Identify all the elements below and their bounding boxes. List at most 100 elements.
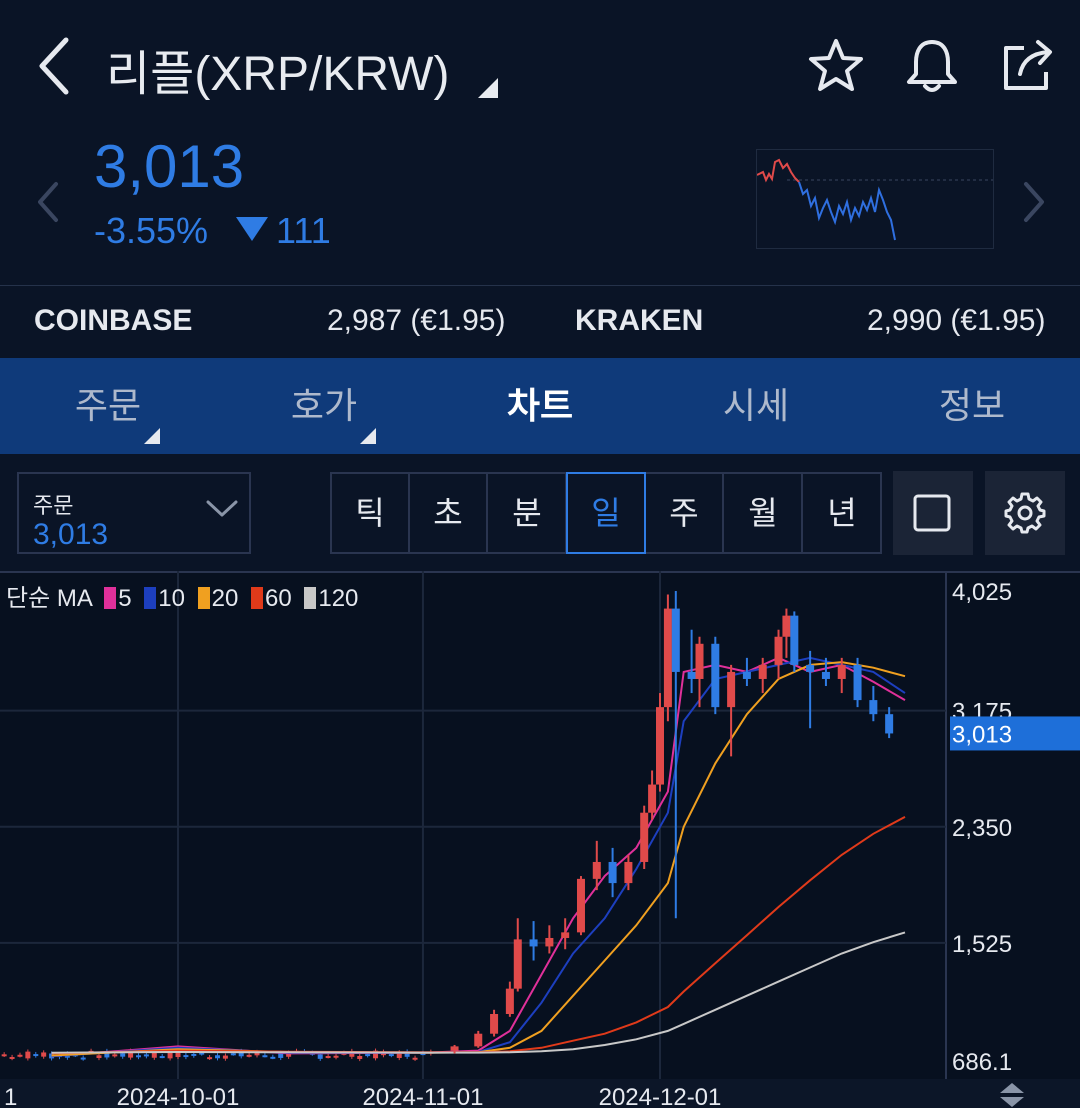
share-icon[interactable] <box>998 36 1058 96</box>
candle-body <box>112 1054 118 1057</box>
candle-body <box>837 664 846 679</box>
tab-orderbook[interactable]: 호가 <box>216 358 432 454</box>
candle-body <box>151 1052 157 1058</box>
back-chevron-icon[interactable] <box>30 32 80 102</box>
period-second[interactable]: 초 <box>410 474 488 552</box>
current-price: 3,013 <box>94 133 245 200</box>
page-title[interactable]: 리플(XRP/KRW) <box>106 48 450 101</box>
x-tick-label: 2024-10-01 <box>117 1084 240 1108</box>
period-week[interactable]: 주 <box>646 474 724 552</box>
mini-intraday-chart[interactable] <box>756 149 994 249</box>
period-year[interactable]: 년 <box>827 495 857 531</box>
candle-body <box>357 1056 363 1059</box>
candle-body <box>790 615 799 665</box>
candle-body <box>727 671 736 708</box>
change-amount-value: 111 <box>276 210 331 251</box>
candle-body <box>671 608 680 672</box>
candle-body <box>191 1053 197 1056</box>
tab-label: 주문 <box>74 385 142 426</box>
ma-legend-prefix: 단순 MA <box>6 585 92 612</box>
down-triangle-icon <box>236 217 268 241</box>
current-price-tag <box>950 716 1080 751</box>
candle-body <box>412 1057 418 1060</box>
ma-swatch <box>304 587 317 609</box>
candle-body <box>325 1056 331 1059</box>
divider <box>0 285 1080 286</box>
y-tick-label: 2,350 <box>952 815 1012 842</box>
tab-market-price[interactable]: 시세 <box>648 358 864 454</box>
candle-body <box>782 615 791 637</box>
bell-icon[interactable] <box>902 36 962 96</box>
main-tabs: 주문 호가 차트 시세 정보 <box>0 358 1080 454</box>
candle-body <box>246 1054 252 1057</box>
next-coin-chevron-icon[interactable] <box>1016 178 1052 226</box>
y-tick-label: 686.1 <box>952 1049 1012 1076</box>
candle-body <box>183 1055 189 1058</box>
ma-period-label: 120 <box>318 585 359 612</box>
candle-body <box>207 1057 213 1060</box>
candle-body <box>774 636 783 665</box>
x-tick-label: 1 <box>4 1084 17 1108</box>
candle-body <box>450 1046 459 1051</box>
fullscreen-button[interactable] <box>893 471 973 555</box>
candle-body <box>159 1056 165 1059</box>
candle-body <box>505 988 514 1014</box>
candle-body <box>230 1053 236 1056</box>
chevron-down-icon <box>205 498 239 520</box>
tab-info[interactable]: 정보 <box>864 358 1080 454</box>
candle-body <box>695 643 704 679</box>
title-dropdown-caret-icon[interactable] <box>478 78 498 98</box>
candle-body <box>199 1052 205 1055</box>
ma-period-label: 5 <box>118 585 132 612</box>
star-icon[interactable] <box>806 36 866 96</box>
candle-body <box>17 1054 23 1057</box>
candle-body <box>869 700 878 715</box>
candle-body <box>143 1054 149 1057</box>
candle-body <box>175 1051 181 1058</box>
ma-swatch <box>144 587 157 609</box>
ma-period-label: 60 <box>264 585 292 612</box>
price-chart[interactable]: 4,025 3,175 2,350 1,525 686.1 1 2024-10-01 2024… <box>0 571 1080 1108</box>
candle-body <box>529 939 538 947</box>
candle-body <box>286 1052 292 1057</box>
period-selector: 틱 초 분 일 주 월 년 <box>330 472 882 554</box>
ma-swatch <box>104 587 117 609</box>
candle-body <box>317 1054 323 1059</box>
candle-body <box>96 1055 102 1059</box>
x-axis-band <box>0 1079 1080 1108</box>
exchange-name-kraken: KRAKEN <box>575 304 704 337</box>
chart-settings-button[interactable] <box>985 471 1065 555</box>
candle-body <box>1 1054 7 1057</box>
period-month[interactable]: 월 <box>725 474 803 552</box>
candle-body <box>33 1054 39 1057</box>
change-percent: -3.55% <box>94 210 209 251</box>
candle-body <box>821 671 830 679</box>
candle-body <box>333 1055 339 1058</box>
candle-body <box>545 937 554 947</box>
gear-icon <box>1004 492 1046 534</box>
candle-body <box>404 1051 410 1057</box>
order-selector-label: 주문 <box>33 493 74 518</box>
tab-order-menu-caret-icon[interactable] <box>144 428 160 444</box>
candle-body <box>278 1052 284 1058</box>
period-minute[interactable]: 분 <box>489 474 567 552</box>
tab-orderbook-menu-caret-icon[interactable] <box>360 428 376 444</box>
candle-body <box>388 1054 394 1057</box>
order-price-selector[interactable]: 주문 3,013 <box>17 472 251 554</box>
tab-order[interactable]: 주문 <box>0 358 216 454</box>
period-day[interactable]: 일 <box>566 472 646 554</box>
candle-body <box>513 939 522 989</box>
candle-body <box>49 1053 55 1059</box>
candle-body <box>25 1051 31 1059</box>
ma-legend: 단순 MA 5 10 20 60 120 <box>6 578 358 613</box>
candle-body <box>474 1033 483 1047</box>
tab-chart[interactable]: 차트 <box>432 358 648 454</box>
resize-handle-icon <box>1000 1083 1024 1107</box>
period-tick[interactable]: 틱 <box>332 474 410 552</box>
prev-coin-chevron-icon[interactable] <box>30 178 66 226</box>
candle-body <box>373 1050 379 1059</box>
exchange-price-coinbase: 2,987 (€1.95) <box>327 304 506 337</box>
candle-body <box>648 784 657 813</box>
candle-body <box>687 671 696 679</box>
